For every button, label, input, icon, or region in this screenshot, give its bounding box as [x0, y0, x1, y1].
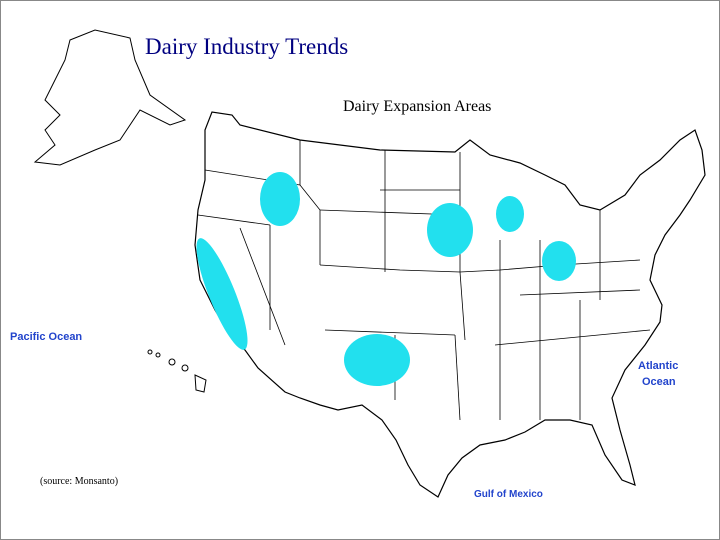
area-wisconsin — [496, 196, 524, 232]
area-minnesota-iowa — [427, 203, 473, 257]
gulf-label: Gulf of Mexico — [474, 489, 543, 500]
area-california — [196, 238, 248, 350]
expansion-areas — [196, 172, 576, 386]
alaska — [33, 29, 187, 166]
state-lines — [197, 140, 651, 421]
source-note: (source: Monsanto) — [40, 476, 118, 487]
subtitle: Dairy Expansion Areas — [343, 98, 491, 115]
ocean-label: Ocean — [642, 376, 676, 388]
area-texas — [344, 334, 410, 386]
area-idaho — [260, 172, 300, 226]
area-michigan-ohio — [542, 241, 576, 281]
hawaii — [147, 349, 207, 393]
ocean-label: Pacific Ocean — [10, 331, 82, 343]
ocean-label: Atlantic — [638, 360, 678, 372]
us-outline — [194, 111, 706, 498]
title: Dairy Industry Trends — [145, 34, 348, 59]
